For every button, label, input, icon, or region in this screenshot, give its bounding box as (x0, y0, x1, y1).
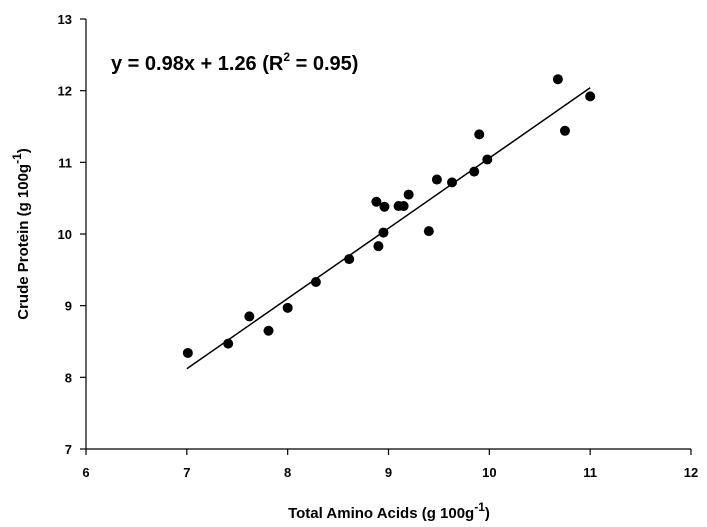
y-axis-ticks: 7 8 9 10 11 12 13 (58, 12, 86, 457)
data-point (447, 177, 458, 188)
data-point (474, 129, 485, 140)
x-axis-ticks: 6 7 8 9 10 11 12 (82, 449, 698, 480)
data-point (552, 74, 563, 85)
data-points (182, 74, 596, 358)
data-point (398, 201, 409, 212)
regression-equation: y = 0.98x + 1.26 (R2 = 0.95) (111, 50, 358, 75)
y-tick-label: 7 (65, 442, 72, 457)
data-point (244, 311, 255, 322)
data-point (559, 125, 570, 136)
data-point (344, 254, 355, 265)
x-tick-label: 9 (385, 465, 392, 480)
y-tick-label: 8 (65, 370, 72, 385)
data-point (182, 347, 193, 358)
x-tick-label: 10 (482, 465, 496, 480)
data-point (373, 241, 384, 252)
data-point (482, 154, 493, 165)
y-tick-label: 11 (58, 155, 72, 170)
y-tick-label: 12 (58, 84, 72, 99)
data-point (263, 325, 274, 336)
y-tick-label: 13 (58, 12, 72, 27)
x-tick-label: 7 (183, 465, 190, 480)
data-point (423, 226, 434, 237)
x-tick-label: 11 (583, 465, 597, 480)
x-axis-title: Total Amino Acids (g 100g-1) (288, 500, 490, 522)
y-axis-title: Crude Protein (g 100g-1) (10, 148, 32, 320)
y-tick-label: 10 (58, 227, 72, 242)
x-tick-label: 6 (82, 465, 89, 480)
regression-line (186, 87, 591, 370)
data-point (223, 338, 234, 349)
data-point (431, 174, 442, 185)
data-point (282, 302, 293, 313)
data-point (585, 91, 596, 102)
y-tick-label: 9 (65, 299, 72, 314)
data-point (371, 196, 382, 207)
data-point (403, 189, 414, 200)
data-point (310, 277, 321, 288)
x-tick-label: 12 (684, 465, 698, 480)
data-point (469, 166, 480, 177)
data-point (378, 227, 389, 238)
data-point (379, 201, 390, 212)
x-tick-label: 8 (284, 465, 291, 480)
